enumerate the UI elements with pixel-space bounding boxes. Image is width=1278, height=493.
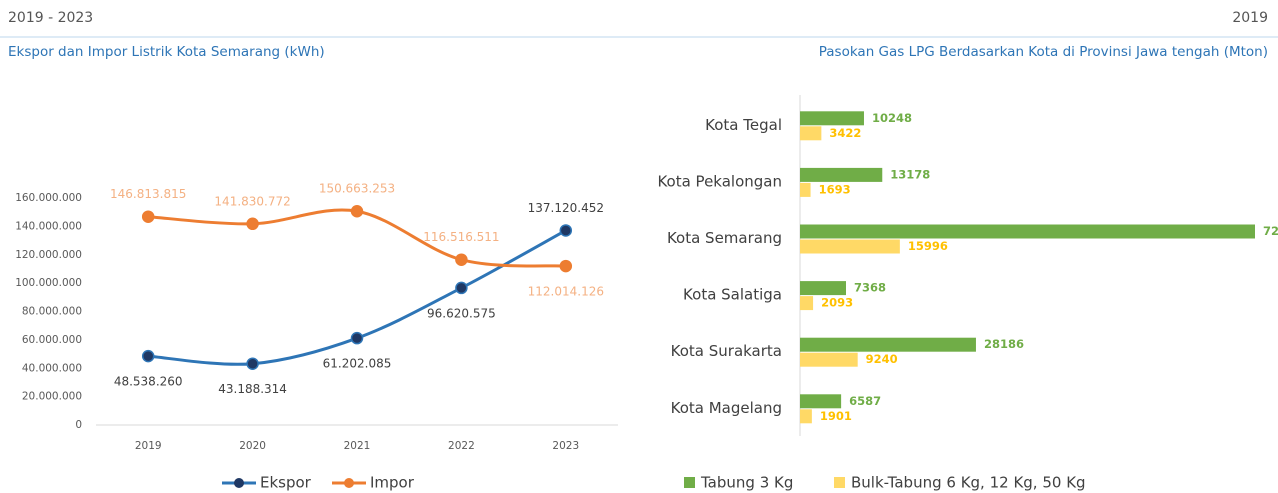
data-label: 61.202.085 <box>323 357 392 371</box>
y-tick-label: 60.000.000 <box>22 334 82 346</box>
bar <box>800 352 858 367</box>
data-label: 6587 <box>849 394 881 408</box>
y-tick-label: 0 <box>75 419 82 431</box>
bar <box>800 409 812 424</box>
x-tick-label: 2022 <box>448 440 475 452</box>
legend-label: Impor <box>370 474 415 492</box>
data-label: 48.538.260 <box>114 375 183 389</box>
data-label: 96.620.575 <box>427 306 496 320</box>
point <box>246 217 259 231</box>
point <box>350 204 364 218</box>
data-label: 1901 <box>820 409 852 423</box>
point <box>559 259 573 273</box>
y-tick-label: Kota Magelang <box>671 399 782 417</box>
point <box>559 224 573 237</box>
data-label: 13178 <box>890 167 930 181</box>
y-tick-label: 120.000.000 <box>15 249 82 261</box>
x-tick-label: 2020 <box>239 440 266 452</box>
y-tick-label: 80.000.000 <box>22 306 82 318</box>
header-left: 2019 - 2023 <box>8 10 93 26</box>
bar <box>800 337 976 352</box>
point <box>141 210 155 223</box>
bar <box>800 296 814 311</box>
legend-label: Bulk-Tabung 6 Kg, 12 Kg, 50 Kg <box>851 474 1086 492</box>
bar <box>800 239 900 254</box>
bar <box>800 281 846 296</box>
bar <box>800 224 1255 239</box>
bar <box>800 394 842 409</box>
data-label: 2093 <box>821 296 853 310</box>
data-label: 15996 <box>908 239 948 253</box>
data-label: 137.120.452 <box>528 201 604 215</box>
bar <box>800 111 864 126</box>
y-tick-label: Kota Semarang <box>667 229 782 247</box>
data-label: 7368 <box>854 281 886 295</box>
y-tick-label: 100.000.000 <box>15 277 82 289</box>
point <box>455 281 468 295</box>
header-right: 2019 <box>1232 10 1268 26</box>
y-tick-label: 20.000.000 <box>22 391 82 403</box>
data-label: 141.830.772 <box>214 194 290 208</box>
legend-swatch <box>344 478 354 488</box>
y-tick-label: Kota Surakarta <box>671 342 782 360</box>
y-tick-label: Kota Tegal <box>705 116 782 134</box>
bar <box>800 126 822 141</box>
point <box>350 331 364 345</box>
data-label: 1693 <box>819 182 851 196</box>
data-label: 146.813.815 <box>110 187 186 201</box>
chart-title: Pasokan Gas LPG Berdasarkan Kota di Prov… <box>819 44 1268 60</box>
data-label: 72886 <box>1263 224 1278 238</box>
legend-swatch <box>684 477 695 488</box>
x-tick-label: 2023 <box>552 440 579 452</box>
series-line <box>148 208 566 268</box>
data-label: 28186 <box>984 337 1024 351</box>
bar <box>800 167 883 182</box>
y-tick-label: Kota Pekalongan <box>657 172 782 190</box>
y-tick-label: Kota Salatiga <box>683 286 782 304</box>
data-label: 150.663.253 <box>319 182 395 196</box>
data-label: 112.014.126 <box>528 285 604 299</box>
chart-title: Ekspor dan Impor Listrik Kota Semarang (… <box>8 44 325 60</box>
legend-swatch <box>834 477 845 488</box>
y-tick-label: 160.000.000 <box>15 192 82 204</box>
data-label: 116.516.511 <box>423 230 499 244</box>
legend-label: Ekspor <box>260 474 312 492</box>
data-label: 10248 <box>872 111 912 125</box>
data-label: 3422 <box>829 126 861 140</box>
bar <box>800 182 811 197</box>
x-tick-label: 2021 <box>344 440 371 452</box>
point <box>455 253 468 266</box>
data-label: 43.188.314 <box>218 382 287 396</box>
x-tick-label: 2019 <box>135 440 162 452</box>
legend-swatch <box>234 478 244 488</box>
point <box>246 357 259 370</box>
y-tick-label: 140.000.000 <box>15 220 82 232</box>
point <box>141 349 155 363</box>
data-label: 9240 <box>866 352 898 366</box>
legend-label: Tabung 3 Kg <box>700 474 793 492</box>
y-tick-label: 40.000.000 <box>22 362 82 374</box>
